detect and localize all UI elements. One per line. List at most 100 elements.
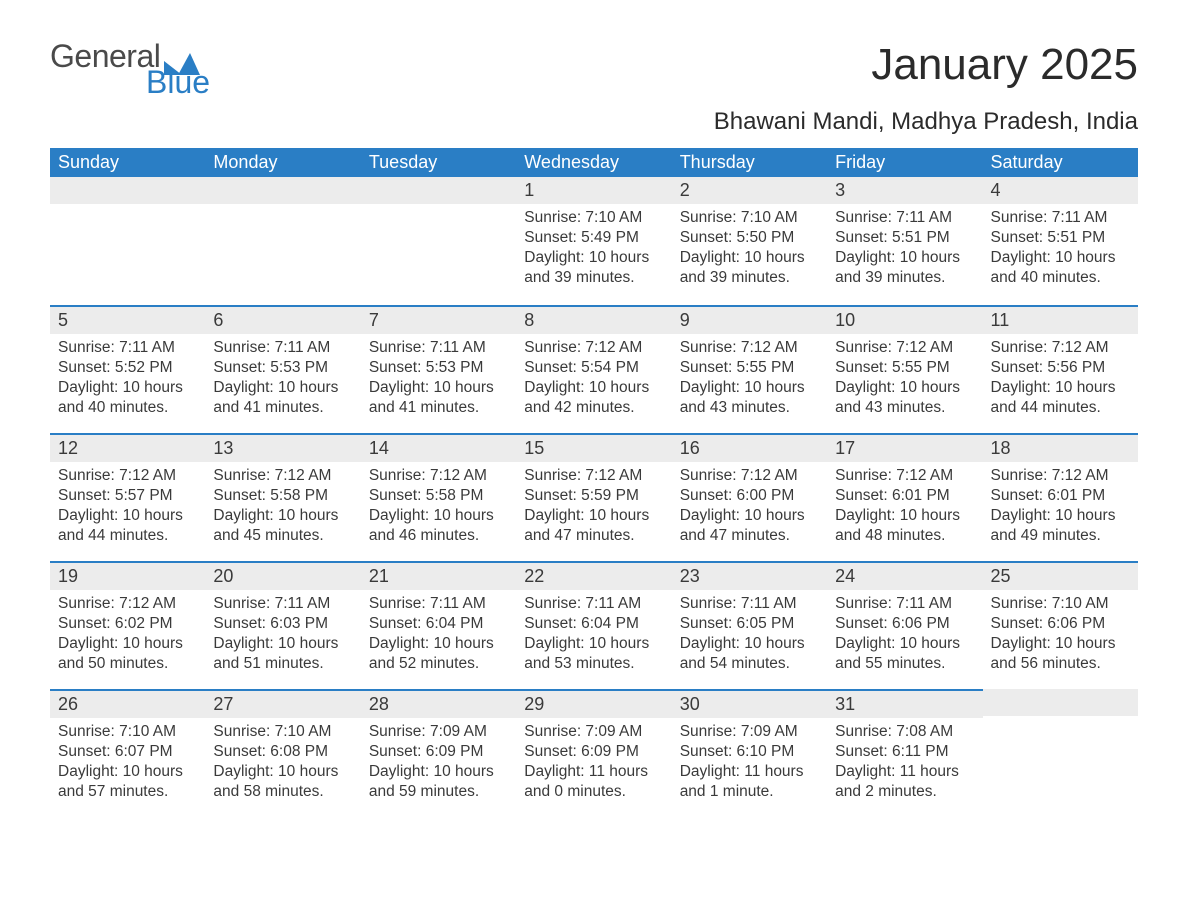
day-number: 1 [516, 177, 671, 204]
day-body: Sunrise: 7:12 AMSunset: 6:01 PMDaylight:… [827, 462, 982, 557]
day-body [983, 716, 1138, 730]
weekday-header: Wednesday [516, 148, 671, 177]
day-body: Sunrise: 7:09 AMSunset: 6:09 PMDaylight:… [516, 718, 671, 813]
day-body: Sunrise: 7:12 AMSunset: 5:55 PMDaylight:… [672, 334, 827, 429]
calendar-cell: 27Sunrise: 7:10 AMSunset: 6:08 PMDayligh… [205, 689, 360, 817]
day-number: 25 [983, 563, 1138, 590]
day-number: 18 [983, 435, 1138, 462]
day-body: Sunrise: 7:12 AMSunset: 6:00 PMDaylight:… [672, 462, 827, 557]
calendar-row: 12Sunrise: 7:12 AMSunset: 5:57 PMDayligh… [50, 433, 1138, 561]
calendar-cell: 14Sunrise: 7:12 AMSunset: 5:58 PMDayligh… [361, 433, 516, 561]
calendar-cell: 23Sunrise: 7:11 AMSunset: 6:05 PMDayligh… [672, 561, 827, 689]
calendar-cell: 15Sunrise: 7:12 AMSunset: 5:59 PMDayligh… [516, 433, 671, 561]
calendar-cell: 31Sunrise: 7:08 AMSunset: 6:11 PMDayligh… [827, 689, 982, 817]
day-body: Sunrise: 7:12 AMSunset: 5:56 PMDaylight:… [983, 334, 1138, 429]
calendar-cell: 16Sunrise: 7:12 AMSunset: 6:00 PMDayligh… [672, 433, 827, 561]
day-number: 5 [50, 307, 205, 334]
day-body: Sunrise: 7:08 AMSunset: 6:11 PMDaylight:… [827, 718, 982, 813]
calendar-cell: 7Sunrise: 7:11 AMSunset: 5:53 PMDaylight… [361, 305, 516, 433]
day-body: Sunrise: 7:10 AMSunset: 6:08 PMDaylight:… [205, 718, 360, 813]
weekday-header-row: SundayMondayTuesdayWednesdayThursdayFrid… [50, 148, 1138, 177]
day-number: 9 [672, 307, 827, 334]
day-body: Sunrise: 7:09 AMSunset: 6:09 PMDaylight:… [361, 718, 516, 813]
day-number: 15 [516, 435, 671, 462]
calendar-cell: 1Sunrise: 7:10 AMSunset: 5:49 PMDaylight… [516, 177, 671, 305]
day-number: 30 [672, 691, 827, 718]
day-body: Sunrise: 7:11 AMSunset: 6:04 PMDaylight:… [516, 590, 671, 685]
day-number: 24 [827, 563, 982, 590]
day-number [361, 177, 516, 204]
calendar-cell: 24Sunrise: 7:11 AMSunset: 6:06 PMDayligh… [827, 561, 982, 689]
day-body: Sunrise: 7:11 AMSunset: 5:52 PMDaylight:… [50, 334, 205, 429]
day-body: Sunrise: 7:11 AMSunset: 6:03 PMDaylight:… [205, 590, 360, 685]
day-number: 22 [516, 563, 671, 590]
calendar-cell: 28Sunrise: 7:09 AMSunset: 6:09 PMDayligh… [361, 689, 516, 817]
day-number: 19 [50, 563, 205, 590]
calendar-cell: 3Sunrise: 7:11 AMSunset: 5:51 PMDaylight… [827, 177, 982, 305]
calendar-cell [983, 689, 1138, 817]
day-body: Sunrise: 7:10 AMSunset: 5:49 PMDaylight:… [516, 204, 671, 299]
calendar-cell: 29Sunrise: 7:09 AMSunset: 6:09 PMDayligh… [516, 689, 671, 817]
calendar-cell: 4Sunrise: 7:11 AMSunset: 5:51 PMDaylight… [983, 177, 1138, 305]
day-body: Sunrise: 7:12 AMSunset: 5:58 PMDaylight:… [361, 462, 516, 557]
weekday-header: Thursday [672, 148, 827, 177]
calendar-table: SundayMondayTuesdayWednesdayThursdayFrid… [50, 148, 1138, 817]
logo: General Blue [50, 40, 210, 98]
day-body: Sunrise: 7:12 AMSunset: 5:59 PMDaylight:… [516, 462, 671, 557]
day-body: Sunrise: 7:10 AMSunset: 5:50 PMDaylight:… [672, 204, 827, 299]
day-number: 8 [516, 307, 671, 334]
day-body: Sunrise: 7:12 AMSunset: 6:01 PMDaylight:… [983, 462, 1138, 557]
day-body: Sunrise: 7:11 AMSunset: 5:51 PMDaylight:… [827, 204, 982, 299]
calendar-row: 19Sunrise: 7:12 AMSunset: 6:02 PMDayligh… [50, 561, 1138, 689]
calendar-cell: 18Sunrise: 7:12 AMSunset: 6:01 PMDayligh… [983, 433, 1138, 561]
day-number: 3 [827, 177, 982, 204]
calendar-cell: 2Sunrise: 7:10 AMSunset: 5:50 PMDaylight… [672, 177, 827, 305]
day-number: 2 [672, 177, 827, 204]
day-body: Sunrise: 7:12 AMSunset: 6:02 PMDaylight:… [50, 590, 205, 685]
day-body: Sunrise: 7:11 AMSunset: 5:51 PMDaylight:… [983, 204, 1138, 299]
day-body [205, 204, 360, 218]
calendar-cell: 12Sunrise: 7:12 AMSunset: 5:57 PMDayligh… [50, 433, 205, 561]
day-body: Sunrise: 7:11 AMSunset: 5:53 PMDaylight:… [361, 334, 516, 429]
day-number: 23 [672, 563, 827, 590]
weekday-header: Saturday [983, 148, 1138, 177]
day-number: 28 [361, 691, 516, 718]
day-number: 10 [827, 307, 982, 334]
calendar-cell: 21Sunrise: 7:11 AMSunset: 6:04 PMDayligh… [361, 561, 516, 689]
day-number: 16 [672, 435, 827, 462]
logo-text-blue: Blue [146, 66, 210, 98]
day-number: 31 [827, 691, 982, 718]
day-number: 11 [983, 307, 1138, 334]
calendar-row: 5Sunrise: 7:11 AMSunset: 5:52 PMDaylight… [50, 305, 1138, 433]
day-number: 20 [205, 563, 360, 590]
weekday-header: Tuesday [361, 148, 516, 177]
day-number: 6 [205, 307, 360, 334]
day-number: 29 [516, 691, 671, 718]
calendar-cell: 5Sunrise: 7:11 AMSunset: 5:52 PMDaylight… [50, 305, 205, 433]
calendar-cell: 19Sunrise: 7:12 AMSunset: 6:02 PMDayligh… [50, 561, 205, 689]
day-number: 12 [50, 435, 205, 462]
calendar-cell: 26Sunrise: 7:10 AMSunset: 6:07 PMDayligh… [50, 689, 205, 817]
day-number: 27 [205, 691, 360, 718]
calendar-cell: 8Sunrise: 7:12 AMSunset: 5:54 PMDaylight… [516, 305, 671, 433]
calendar-cell: 22Sunrise: 7:11 AMSunset: 6:04 PMDayligh… [516, 561, 671, 689]
calendar-cell: 10Sunrise: 7:12 AMSunset: 5:55 PMDayligh… [827, 305, 982, 433]
day-body: Sunrise: 7:12 AMSunset: 5:55 PMDaylight:… [827, 334, 982, 429]
day-body: Sunrise: 7:10 AMSunset: 6:06 PMDaylight:… [983, 590, 1138, 685]
calendar-cell: 11Sunrise: 7:12 AMSunset: 5:56 PMDayligh… [983, 305, 1138, 433]
day-body: Sunrise: 7:11 AMSunset: 6:04 PMDaylight:… [361, 590, 516, 685]
day-body: Sunrise: 7:12 AMSunset: 5:57 PMDaylight:… [50, 462, 205, 557]
day-number [205, 177, 360, 204]
day-number [983, 689, 1138, 716]
location: Bhawani Mandi, Madhya Pradesh, India [50, 108, 1138, 136]
month-title: January 2025 [871, 40, 1138, 90]
header: General Blue January 2025 [50, 40, 1138, 98]
day-body: Sunrise: 7:12 AMSunset: 5:58 PMDaylight:… [205, 462, 360, 557]
day-body [50, 204, 205, 218]
calendar-cell: 20Sunrise: 7:11 AMSunset: 6:03 PMDayligh… [205, 561, 360, 689]
day-body [361, 204, 516, 218]
day-number: 4 [983, 177, 1138, 204]
day-number: 21 [361, 563, 516, 590]
day-number [50, 177, 205, 204]
calendar-cell: 6Sunrise: 7:11 AMSunset: 5:53 PMDaylight… [205, 305, 360, 433]
